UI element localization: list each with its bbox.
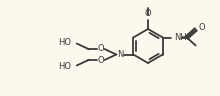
Text: O: O: [97, 56, 104, 65]
Text: HO: HO: [58, 38, 71, 47]
Text: NH: NH: [174, 33, 187, 42]
Text: O: O: [145, 9, 151, 18]
Text: N: N: [117, 50, 123, 59]
Text: O: O: [97, 43, 104, 53]
Text: O: O: [199, 23, 205, 32]
Text: HO: HO: [58, 62, 71, 71]
